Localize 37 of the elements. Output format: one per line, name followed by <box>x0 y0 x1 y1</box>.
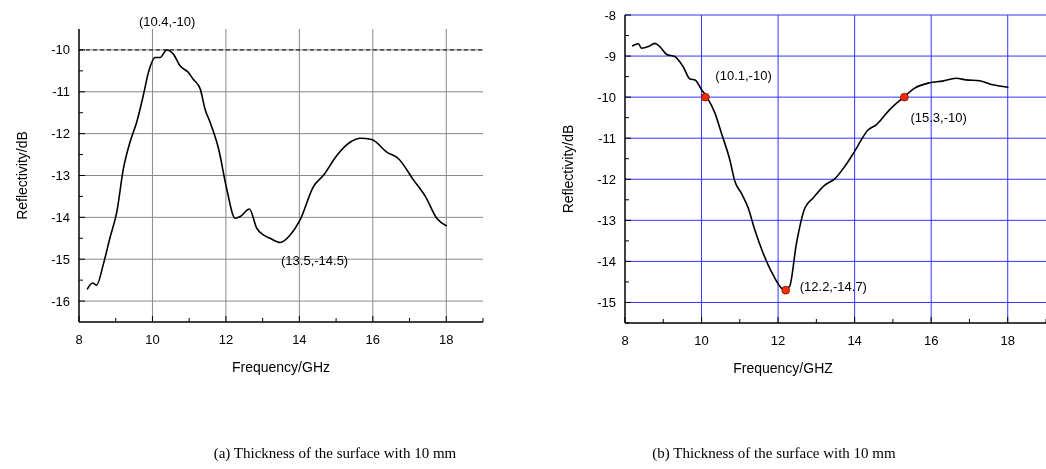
y-tick-label: -12 <box>51 126 70 142</box>
annotation: (13.5,-14.5) <box>281 252 349 268</box>
y-tick-label: -9 <box>604 48 616 64</box>
annotation: (15.3,-10) <box>910 109 967 125</box>
x-tick-label: 8 <box>75 332 83 347</box>
y-axis-title: Reflectivity/dB <box>14 131 30 220</box>
x-tick-label: 14 <box>847 333 862 348</box>
x-tick-label: 10 <box>694 333 709 348</box>
y-tick-label: -11 <box>598 130 616 146</box>
y-tick-label: -13 <box>597 212 616 228</box>
x-tick-label: 8 <box>621 333 629 348</box>
y-tick-label: -15 <box>597 295 616 311</box>
y-tick-label: -8 <box>604 7 616 23</box>
y-tick-label: -12 <box>597 171 616 187</box>
y-tick-label: -15 <box>51 251 70 267</box>
y-tick-label: -16 <box>51 293 70 309</box>
x-axis-title: Frequency/GHZ <box>733 360 834 376</box>
y-tick-label: -10 <box>597 89 616 105</box>
y-tick-label: -13 <box>51 168 70 184</box>
x-tick-label: 14 <box>292 332 307 347</box>
y-tick-label: -14 <box>51 209 70 225</box>
x-tick-label: 16 <box>923 333 939 348</box>
y-axis-title: Reflectivity/dB <box>560 124 576 214</box>
x-tick-label: 10 <box>145 332 160 347</box>
y-tick-label: -10 <box>51 42 70 58</box>
annotation: (10.4,-10) <box>138 14 196 30</box>
text: (b) Thickness of the surface with 10 mm <box>652 445 897 462</box>
x-tick-label: 12 <box>218 332 234 347</box>
text: (a) Thickness of the surface with 10 mm <box>213 445 457 462</box>
x-tick-label: 18 <box>1000 333 1015 348</box>
annotation: (10.1,-10) <box>715 67 772 83</box>
y-tick-label: -14 <box>597 253 616 269</box>
x-tick-label: 12 <box>770 333 786 348</box>
x-tick-label: 16 <box>365 332 381 347</box>
y-tick-label: -11 <box>52 84 70 100</box>
x-tick-label: 18 <box>439 332 454 347</box>
x-axis-title: Frequency/GHz <box>231 359 331 375</box>
